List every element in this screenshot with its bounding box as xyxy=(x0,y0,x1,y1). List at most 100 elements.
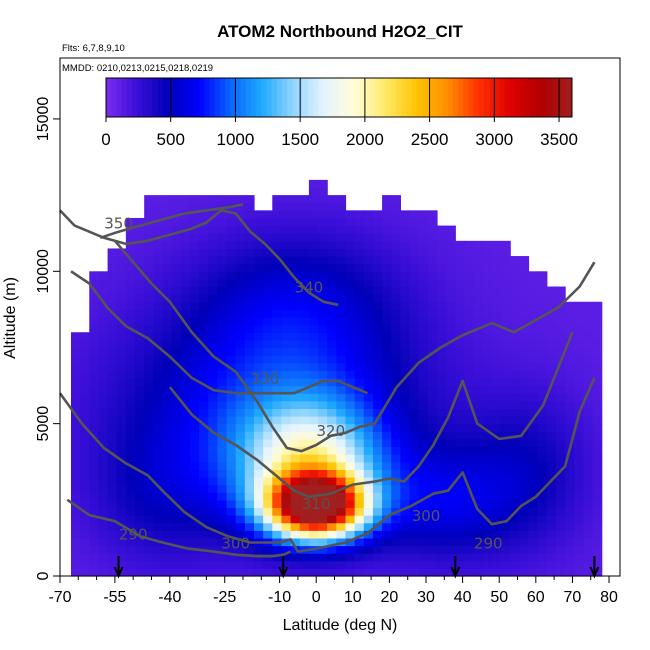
heat-cell xyxy=(446,507,456,516)
heat-cell xyxy=(290,484,301,493)
heat-cell xyxy=(107,339,118,349)
heat-cell xyxy=(208,355,218,364)
heat-cell xyxy=(244,568,255,577)
heat-cell xyxy=(491,416,502,425)
heat-cell xyxy=(189,438,200,448)
heat-cell xyxy=(98,324,109,333)
heat-cell xyxy=(272,438,283,448)
heat-cell xyxy=(427,484,438,493)
heat-cell xyxy=(116,423,127,432)
heat-cell xyxy=(226,225,237,234)
heat-cell xyxy=(217,332,228,341)
heat-cell xyxy=(583,431,594,440)
heat-cell xyxy=(80,484,90,493)
heat-cell xyxy=(135,278,145,288)
heat-cell xyxy=(144,423,154,432)
heat-cell xyxy=(510,317,520,326)
heat-cell xyxy=(125,286,136,295)
heat-cell xyxy=(336,263,347,272)
heat-cell xyxy=(391,309,401,318)
heat-cell xyxy=(89,545,100,554)
heat-cell xyxy=(336,522,347,531)
heat-cell xyxy=(336,210,347,219)
heat-cell xyxy=(281,377,292,387)
heat-cell xyxy=(574,416,584,425)
heat-cell xyxy=(281,286,292,295)
heat-cell xyxy=(446,499,456,509)
heat-cell xyxy=(574,560,584,569)
heat-cell xyxy=(253,530,264,539)
heat-cell xyxy=(144,362,154,371)
heat-cell xyxy=(299,339,310,349)
heat-cell xyxy=(345,507,356,516)
heat-cell xyxy=(144,537,154,547)
heat-cell xyxy=(436,278,447,288)
heat-cell xyxy=(299,416,310,425)
heat-cell xyxy=(189,240,200,250)
heat-cell xyxy=(217,423,228,432)
heat-cell xyxy=(372,286,383,295)
heat-cell xyxy=(537,377,548,387)
heat-cell xyxy=(199,560,209,569)
heat-cell xyxy=(226,469,237,478)
heat-cell xyxy=(70,560,81,569)
heat-cell xyxy=(418,217,429,227)
heat-cell xyxy=(327,545,337,554)
heat-cell xyxy=(263,301,273,310)
heat-cell xyxy=(98,362,109,371)
heat-cell xyxy=(482,240,493,250)
heat-cell xyxy=(180,263,191,272)
heat-cell xyxy=(235,309,246,318)
heat-cell xyxy=(208,347,218,356)
colorbar-segment xyxy=(530,78,537,117)
heat-cell xyxy=(345,537,356,547)
heat-cell xyxy=(546,317,557,326)
heat-cell xyxy=(436,416,447,425)
heat-cell xyxy=(464,461,475,470)
heat-cell xyxy=(135,438,145,448)
heat-cell xyxy=(299,553,310,562)
heat-cell xyxy=(189,294,200,303)
heat-cell xyxy=(89,423,100,432)
heat-cell xyxy=(199,423,209,432)
heat-cell xyxy=(592,446,603,455)
heat-cell xyxy=(189,484,200,493)
heat-cell xyxy=(382,355,392,364)
heat-cell xyxy=(208,210,218,219)
heat-cell xyxy=(583,522,594,531)
heat-cell xyxy=(272,499,283,509)
heat-cell xyxy=(180,362,191,371)
heat-cell xyxy=(308,377,319,387)
heat-cell xyxy=(382,553,392,562)
heat-cell xyxy=(409,431,420,440)
heat-cell xyxy=(574,507,584,516)
heat-cell xyxy=(391,317,401,326)
heat-cell xyxy=(491,240,502,250)
heat-cell xyxy=(290,202,301,211)
heat-cell xyxy=(253,568,264,577)
heat-cell xyxy=(135,301,145,310)
heat-cell xyxy=(528,377,539,387)
heat-cell xyxy=(400,568,411,577)
heat-cell xyxy=(501,522,511,531)
heat-cell xyxy=(354,362,365,371)
heat-cell xyxy=(482,294,493,303)
heat-cell xyxy=(409,385,420,394)
heat-cell xyxy=(299,530,310,539)
heat-cell xyxy=(318,370,328,379)
heat-cell xyxy=(144,225,154,234)
heat-cell xyxy=(382,469,392,478)
heat-cell xyxy=(290,355,301,364)
heat-cell xyxy=(290,233,301,242)
heat-cell xyxy=(519,400,530,410)
heat-cell xyxy=(80,355,90,364)
heat-cell xyxy=(336,499,347,509)
heat-cell xyxy=(217,271,228,280)
heat-cell xyxy=(208,294,218,303)
heat-cell xyxy=(308,294,319,303)
heat-cell xyxy=(80,370,90,379)
heat-cell xyxy=(409,507,420,516)
heat-cell xyxy=(153,202,164,211)
heat-cell xyxy=(299,294,310,303)
heat-cell xyxy=(217,217,228,227)
